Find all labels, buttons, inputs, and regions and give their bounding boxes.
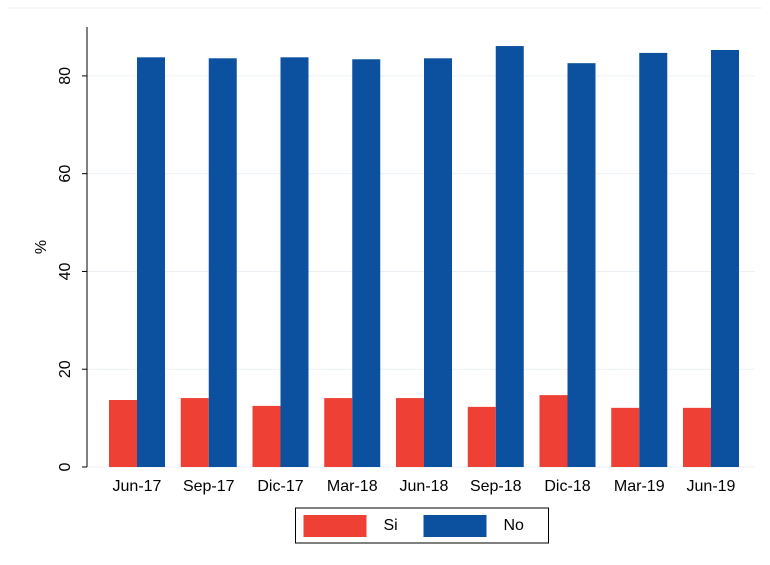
- bar: [396, 398, 424, 467]
- bar: [639, 52, 668, 468]
- bar: [424, 58, 452, 468]
- bar: [137, 57, 165, 468]
- x-tick-label: Jun-18: [400, 478, 449, 495]
- y-tick-label: 40: [57, 262, 74, 280]
- bar: [324, 398, 353, 467]
- legend-swatch: [423, 515, 487, 537]
- x-tick-label: Jun-17: [113, 478, 162, 495]
- y-axis-label: %: [33, 240, 50, 254]
- legend-label: No: [504, 517, 525, 534]
- bar: [683, 407, 711, 467]
- y-tick-label: 0: [57, 462, 74, 471]
- bar: [495, 46, 524, 468]
- y-tick-label: 80: [57, 67, 74, 85]
- bar: [539, 395, 568, 467]
- bar: [567, 63, 596, 468]
- legend-label: Si: [384, 517, 398, 534]
- bar: [252, 405, 281, 467]
- x-tick-label: Dic-18: [544, 478, 590, 495]
- x-tick-label: Dic-17: [257, 478, 303, 495]
- x-tick-label: Sep-17: [183, 478, 235, 495]
- bar: [180, 398, 209, 467]
- bar: [208, 58, 237, 468]
- bar: [611, 407, 640, 467]
- x-tick-label: Mar-19: [614, 478, 665, 495]
- bar: [109, 400, 137, 467]
- legend-swatch: [303, 515, 367, 537]
- bar: [280, 57, 309, 468]
- bar: [711, 49, 739, 467]
- x-tick-label: Sep-18: [470, 478, 522, 495]
- x-tick-label: Mar-18: [327, 478, 378, 495]
- y-tick-label: 60: [57, 165, 74, 183]
- y-tick-label: 20: [57, 360, 74, 378]
- x-tick-label: Jun-19: [687, 478, 736, 495]
- bar: [352, 59, 381, 468]
- bar: [467, 406, 496, 467]
